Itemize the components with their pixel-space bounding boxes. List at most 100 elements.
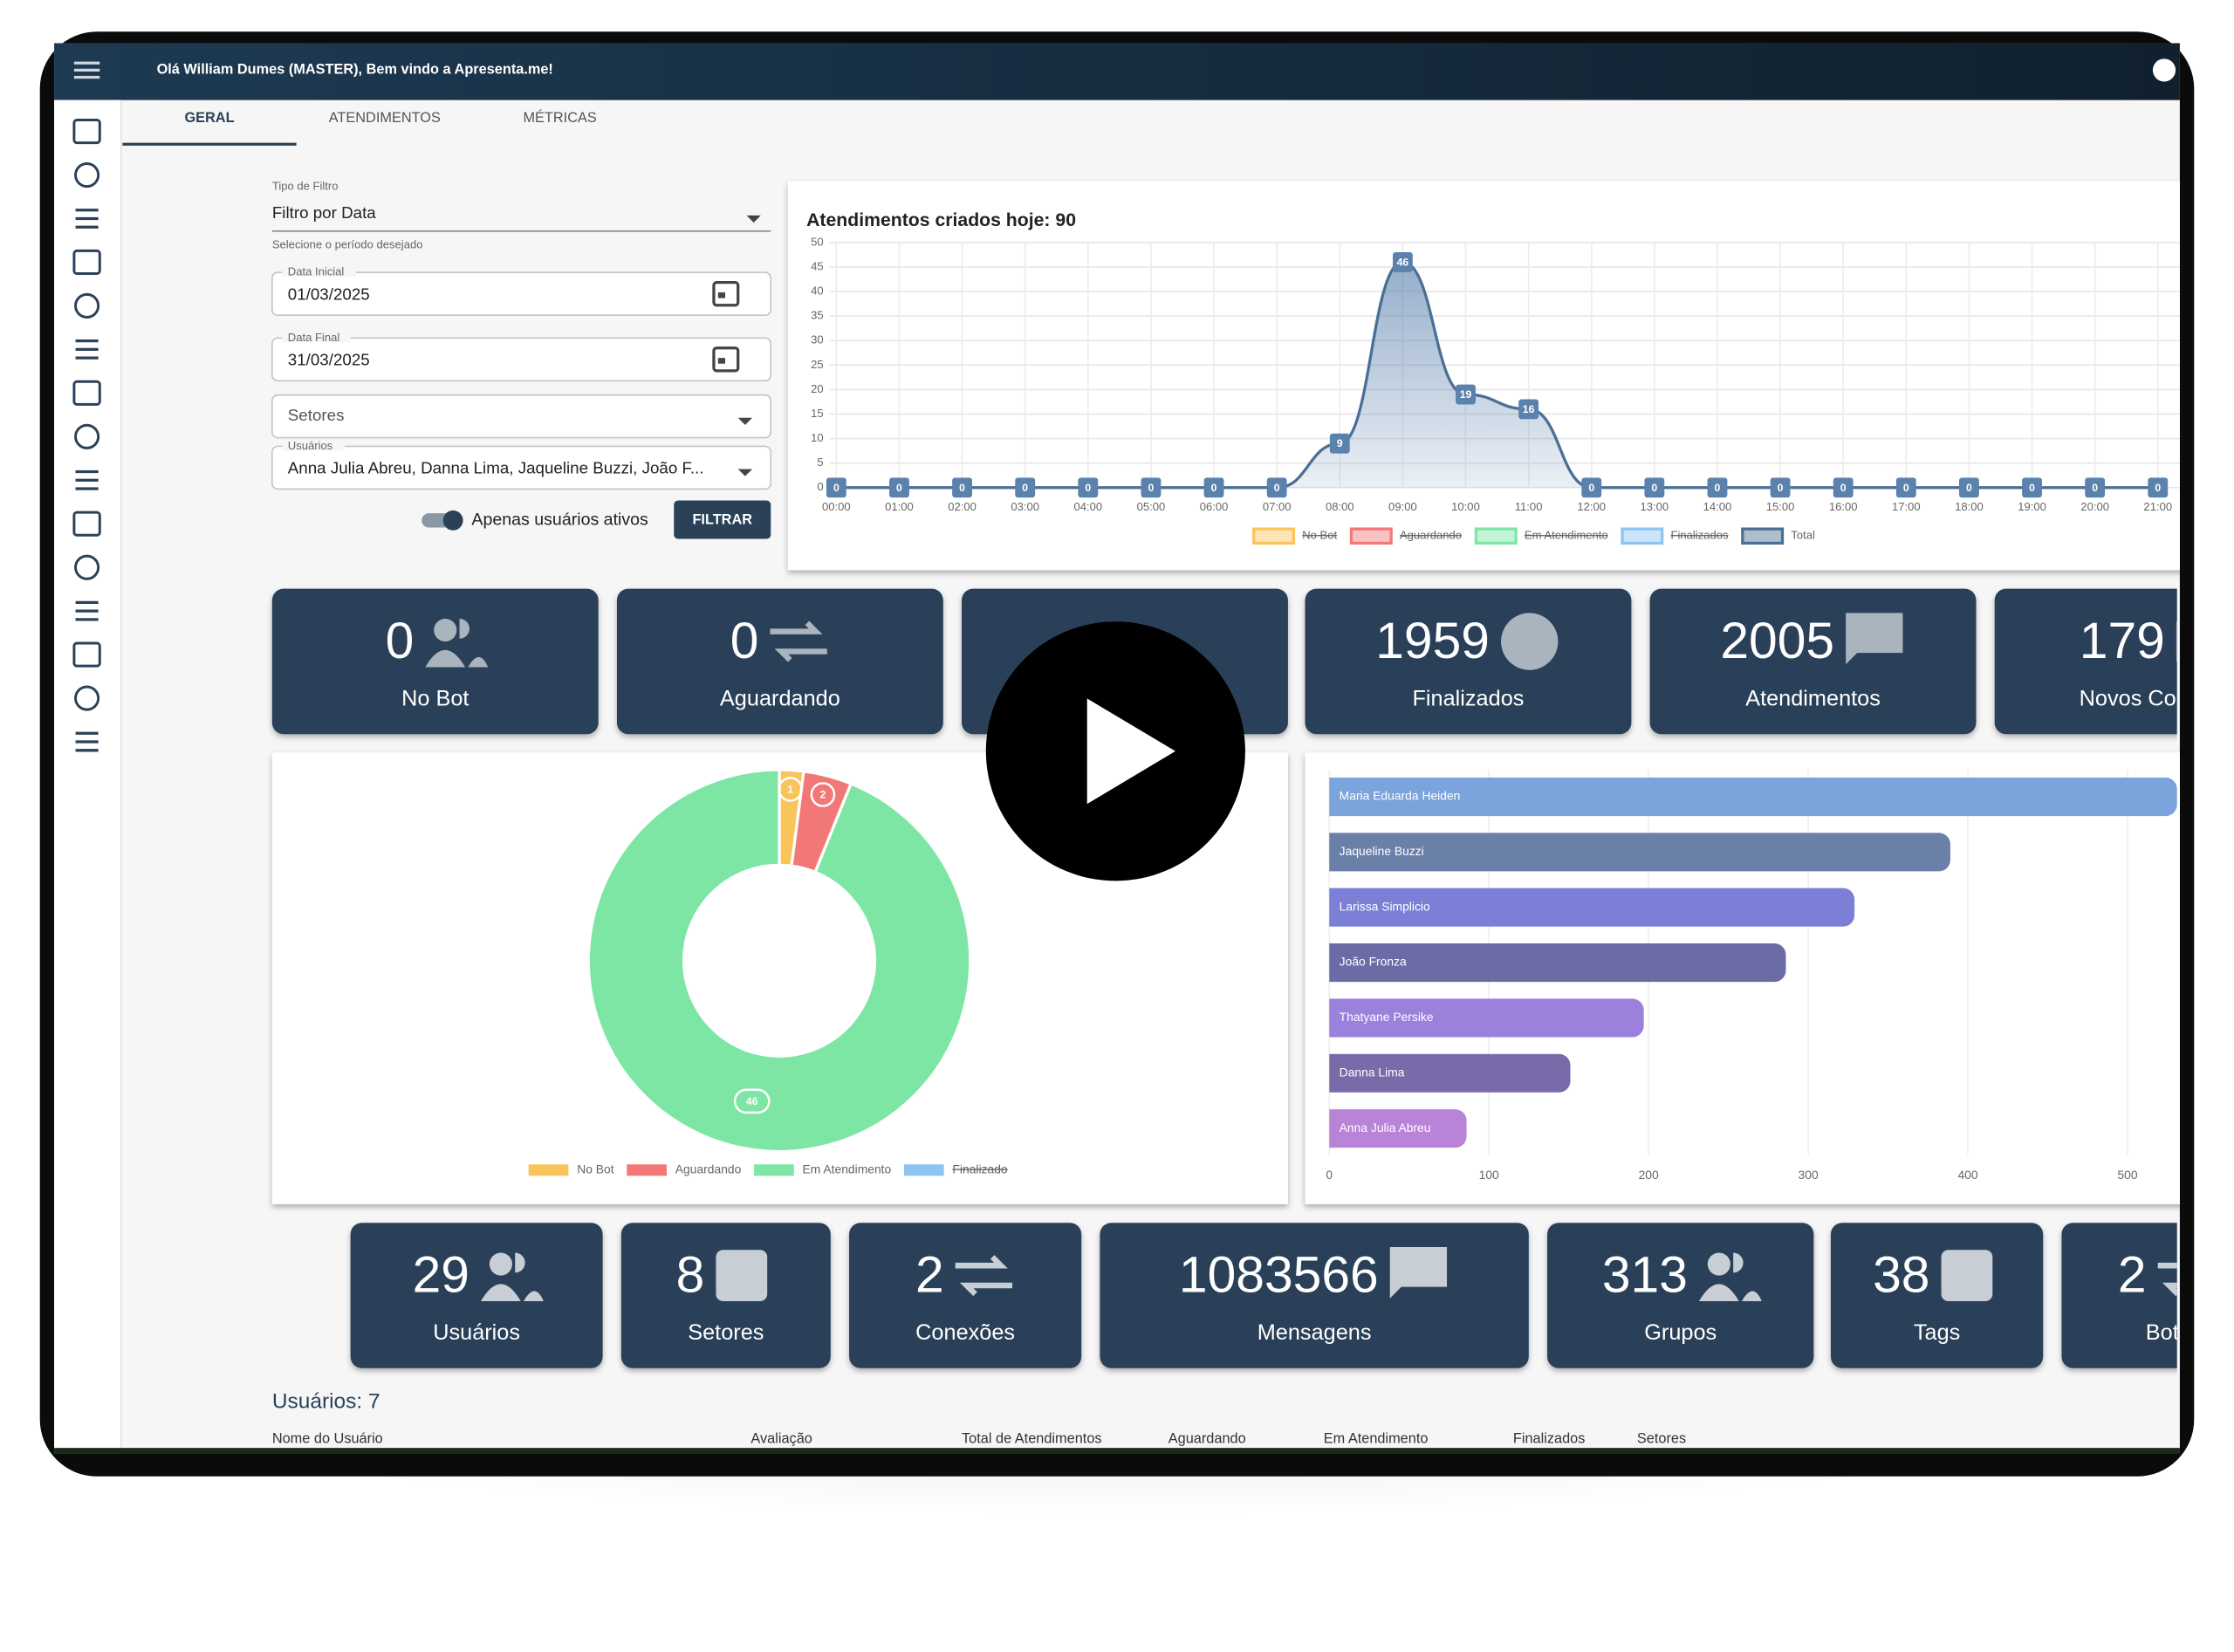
sidebar-icon[interactable] (75, 339, 99, 360)
y-tick-label: 25 (811, 358, 824, 371)
bar-chart: 0 100 200 300 400 500 Maria Eduarda Heiden Jaqu… (1305, 752, 2180, 1204)
sidebar-icon[interactable] (74, 423, 100, 449)
table-title: Usuários: 7 (272, 1389, 380, 1413)
menu-icon[interactable] (73, 61, 100, 79)
tab: ATENDIMENTOS (329, 110, 441, 126)
stat-card: 8 Setores (620, 1223, 831, 1368)
x-tick-label: 00:00 (822, 500, 851, 513)
x-tick-label: 500 (2117, 1168, 2137, 1182)
toggle-knob[interactable] (442, 510, 463, 531)
x-tick-label: 0 (1326, 1168, 1333, 1182)
sidebar-icon[interactable] (74, 685, 100, 711)
icon-shape (74, 685, 100, 711)
data-label: 0 (1715, 482, 1721, 494)
input-box[interactable] (271, 445, 772, 490)
sidebar-icon[interactable] (72, 641, 101, 668)
card-value: 1959 (1375, 613, 1490, 669)
input-box[interactable] (271, 337, 772, 382)
point-badge (1707, 477, 1728, 498)
calendar-icon[interactable] (712, 346, 740, 373)
card-bg (849, 1223, 1082, 1368)
card-label: Novos Contatos (2080, 687, 2234, 711)
bar-label: Thatyane Persike (1340, 1010, 1434, 1024)
label: Data Final (288, 331, 340, 344)
sidebar-icon[interactable] (72, 511, 101, 537)
label: Apenas usuários ativos (471, 510, 648, 529)
card-icon (1698, 1252, 1762, 1301)
sidebar-icon[interactable] (75, 209, 99, 229)
y-tick-label: 50 (811, 235, 824, 248)
sidebar-icon[interactable] (75, 731, 99, 752)
column-header: Finalizados (1513, 1431, 1586, 1447)
legend-swatch[interactable] (903, 1164, 944, 1176)
column-header: Aguardando (1168, 1431, 1246, 1447)
stat-card: 0 No Bot (271, 588, 599, 735)
sidebar-icon[interactable] (72, 380, 101, 406)
x-tick-label: 11:00 (1515, 500, 1543, 513)
legend-swatch[interactable] (1741, 527, 1785, 545)
data-label: 0 (2092, 482, 2098, 494)
icon-shape (75, 600, 99, 621)
x-tick-label: 06:00 (1200, 500, 1229, 513)
dropdown-arrow[interactable] (746, 215, 761, 223)
card-bg (2061, 1223, 2177, 1368)
data-label: 0 (896, 482, 902, 494)
sidebar-icon[interactable] (74, 554, 100, 580)
card-value: 8 (676, 1246, 705, 1303)
label-badge (733, 1088, 771, 1114)
input-box[interactable] (271, 394, 772, 439)
theme-toggle[interactable] (2152, 58, 2176, 82)
icon-shape (72, 119, 101, 145)
legend-swatch[interactable] (754, 1164, 794, 1176)
sidebar-icon[interactable] (74, 162, 100, 189)
card-label: Usuários (433, 1320, 520, 1345)
icon-shape (75, 209, 99, 229)
card-label: Conexões (915, 1320, 1015, 1345)
data-label: 1 (787, 784, 793, 796)
sidebar-icon[interactable] (75, 600, 99, 621)
label: 01/03/2025 (288, 284, 370, 303)
legend-swatch[interactable] (1349, 527, 1393, 545)
legend-swatch[interactable] (1474, 527, 1518, 545)
point-badge (2022, 477, 2042, 498)
sidebar-icon[interactable] (72, 249, 101, 275)
icon-shape (72, 511, 101, 537)
calendar-icon[interactable] (712, 281, 740, 307)
dropdown-arrow[interactable] (737, 469, 753, 476)
card-icon (1941, 1250, 1993, 1301)
filter-button[interactable] (674, 500, 771, 539)
point-badge (2085, 477, 2106, 498)
column-header: Em Atendimento (1324, 1431, 1429, 1447)
icon-shape (75, 731, 99, 752)
card-bg (1830, 1223, 2044, 1368)
stat-card: 2005 Atendimentos (1649, 588, 1977, 735)
icon-shape (72, 641, 101, 668)
input-box[interactable] (271, 271, 772, 317)
legend-label: Em Atendimento (803, 1162, 892, 1176)
legend-label: No Bot (577, 1162, 614, 1176)
label: Anna Julia Abreu, Danna Lima, Jaqueline … (288, 458, 704, 476)
point-badge (1518, 399, 1539, 420)
dropdown-arrow[interactable] (737, 417, 753, 425)
tab: GERAL (184, 110, 234, 126)
legend-swatch[interactable] (1252, 527, 1296, 545)
play-button[interactable] (985, 621, 1245, 881)
legend-swatch[interactable] (1621, 527, 1664, 545)
icon-shape (74, 554, 100, 580)
card-bg (1547, 1223, 1814, 1368)
data-label: 16 (1523, 403, 1535, 415)
x-tick-label: 01:00 (885, 500, 914, 513)
legend-swatch[interactable] (528, 1164, 569, 1176)
sidebar-icon[interactable] (74, 292, 100, 319)
data-label: 2 (820, 789, 826, 801)
legend-swatch[interactable] (627, 1164, 668, 1176)
sidebar-icon[interactable] (75, 470, 99, 490)
card-value: 0 (730, 613, 759, 669)
y-tick-label: 5 (817, 456, 823, 469)
card-icon (716, 1250, 768, 1301)
sidebar-icon[interactable] (72, 119, 101, 145)
label: Usuários (288, 439, 333, 452)
x-tick-label: 07:00 (1263, 500, 1292, 513)
data-label: 46 (1397, 256, 1409, 268)
